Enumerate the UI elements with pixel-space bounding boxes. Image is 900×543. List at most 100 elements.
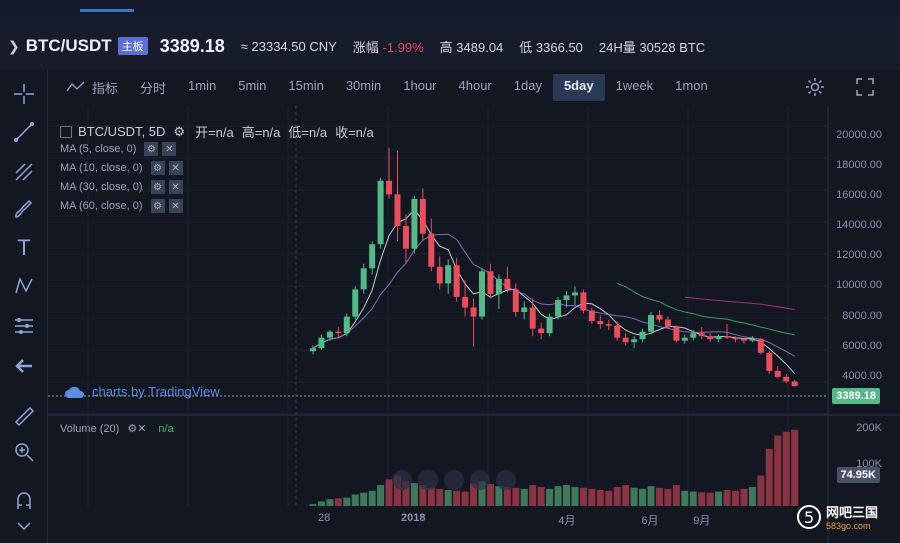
ma-line-30 bbox=[617, 282, 795, 336]
scroll-back-icon[interactable] bbox=[392, 470, 412, 490]
volume-bar bbox=[394, 475, 401, 506]
ma-close-icon[interactable]: ✕ bbox=[168, 199, 183, 213]
zoom-in-icon[interactable] bbox=[8, 436, 40, 468]
price-tick-label: 18000.00 bbox=[836, 158, 882, 171]
site-logo: 5 网吧三国 583go.com bbox=[796, 502, 878, 531]
interval-0[interactable]: 分时 bbox=[140, 80, 167, 96]
ma-close-icon[interactable]: ✕ bbox=[168, 180, 183, 194]
volume-bar bbox=[377, 485, 385, 506]
candle bbox=[343, 313, 350, 337]
candle-body bbox=[597, 321, 604, 325]
candle-body bbox=[639, 331, 646, 340]
zoom-out-icon[interactable] bbox=[418, 470, 438, 490]
ma-label: MA (10, close, 0) bbox=[60, 162, 143, 174]
brush-icon[interactable] bbox=[8, 194, 40, 226]
price-tick-label: 6000.00 bbox=[842, 339, 882, 352]
ma-settings-icon[interactable]: ⚙ bbox=[150, 161, 165, 175]
candle-body bbox=[707, 336, 714, 340]
trend-line-icon[interactable] bbox=[8, 116, 40, 148]
top-strip bbox=[0, 0, 900, 22]
candle-body bbox=[546, 316, 553, 334]
fib-tool-icon[interactable] bbox=[8, 310, 40, 342]
ma-close-icon[interactable]: ✕ bbox=[168, 161, 183, 175]
candle bbox=[495, 274, 502, 310]
volume-bar bbox=[385, 479, 393, 506]
volume-bar bbox=[782, 431, 790, 506]
price-tick-label: 4000.00 bbox=[842, 369, 882, 382]
grid bbox=[48, 106, 828, 506]
candle bbox=[571, 286, 578, 305]
volume-bar bbox=[630, 487, 638, 506]
cny-price: ≈ 23334.50 CNY bbox=[240, 38, 337, 54]
high-value: 3489.04 bbox=[456, 39, 504, 55]
change-label: 涨幅 bbox=[352, 39, 379, 55]
interval-2[interactable]: 5min bbox=[238, 77, 267, 93]
ma-settings-icon[interactable]: ⚙ bbox=[144, 142, 159, 156]
text-tool-icon[interactable]: T bbox=[17, 235, 31, 260]
change-stat: 涨幅 -1.99% bbox=[353, 37, 424, 56]
interval-7[interactable]: 1day bbox=[513, 77, 542, 93]
chart-area[interactable]: T 指标 分时 1min 5min 15min 30min 1hour 4hour 1day 5… bbox=[0, 70, 900, 543]
pattern-tool-icon[interactable] bbox=[8, 270, 40, 302]
volume-bar bbox=[326, 499, 334, 506]
volume-tick-label: 200K bbox=[856, 422, 882, 434]
volume-bar bbox=[579, 487, 587, 506]
interval-6[interactable]: 4hour bbox=[458, 77, 492, 93]
arrow-left-icon[interactable] bbox=[8, 350, 40, 382]
candle bbox=[791, 379, 798, 387]
interval-9[interactable]: 1week bbox=[615, 77, 654, 93]
pair-name[interactable]: BTC/USDT bbox=[25, 36, 112, 55]
tradingview-watermark[interactable]: charts by TradingView bbox=[64, 384, 220, 399]
candle bbox=[529, 298, 536, 337]
crosshair-icon[interactable] bbox=[8, 78, 40, 110]
scroll-forward-icon[interactable] bbox=[470, 470, 490, 490]
candle-body bbox=[673, 327, 680, 341]
chevron-down-icon[interactable] bbox=[8, 510, 40, 542]
collapse-checkbox[interactable] bbox=[60, 125, 72, 138]
volume-bar bbox=[655, 487, 663, 506]
magnet-icon[interactable] bbox=[8, 484, 40, 516]
volume-bar bbox=[368, 490, 376, 506]
interval-8[interactable]: 5day bbox=[552, 73, 605, 101]
interval-10[interactable]: 1mon bbox=[675, 77, 708, 93]
candle-body bbox=[580, 292, 587, 311]
price-tick-label: 8000.00 bbox=[842, 309, 882, 322]
candle-body bbox=[749, 339, 756, 341]
ma-settings-icon[interactable]: ⚙ bbox=[150, 199, 165, 213]
volume-settings-icon[interactable]: ⚙ bbox=[127, 423, 138, 435]
ma-settings-icon[interactable]: ⚙ bbox=[150, 180, 165, 194]
volume-close-icon[interactable]: ✕ bbox=[137, 423, 147, 435]
volume-bar bbox=[596, 490, 604, 506]
ma-close-icon[interactable]: ✕ bbox=[162, 142, 177, 156]
candle-body bbox=[326, 331, 333, 338]
zoom-in-control-icon[interactable] bbox=[444, 470, 464, 490]
volume-bar bbox=[444, 490, 452, 506]
series-settings-icon[interactable]: ⚙ bbox=[173, 123, 186, 139]
ruler-icon[interactable] bbox=[8, 400, 40, 432]
volume-legend: Volume (20) ⚙ ✕ n/a bbox=[60, 422, 174, 436]
volume-label: 24H量 bbox=[598, 39, 636, 55]
volume-bar bbox=[309, 504, 317, 506]
interval-4[interactable]: 30min bbox=[345, 77, 382, 93]
interval-5[interactable]: 1hour bbox=[403, 77, 437, 93]
logo-mark-icon: 5 bbox=[797, 504, 821, 529]
fullscreen-icon[interactable] bbox=[854, 76, 876, 103]
price-chart[interactable] bbox=[48, 106, 900, 543]
high-stat: 高 3489.04 bbox=[440, 37, 504, 56]
candle bbox=[597, 315, 604, 329]
volume-bar bbox=[419, 485, 427, 506]
candle-body bbox=[411, 198, 418, 249]
interval-1[interactable]: 1min bbox=[188, 77, 217, 93]
candle bbox=[724, 324, 731, 340]
candle-body bbox=[495, 278, 502, 294]
interval-3[interactable]: 15min bbox=[288, 77, 324, 93]
settings-gear-icon[interactable] bbox=[804, 76, 826, 103]
candle-body bbox=[462, 296, 469, 308]
fork-tool-icon[interactable] bbox=[8, 156, 40, 188]
price-tick-label: 10000.00 bbox=[836, 279, 882, 292]
candle-body bbox=[369, 244, 376, 269]
chevron-right-icon[interactable]: ❯ bbox=[8, 37, 20, 54]
indicators-button[interactable]: 指标 bbox=[56, 74, 129, 101]
change-value: -1.99% bbox=[382, 39, 424, 55]
reset-icon[interactable] bbox=[496, 470, 516, 490]
